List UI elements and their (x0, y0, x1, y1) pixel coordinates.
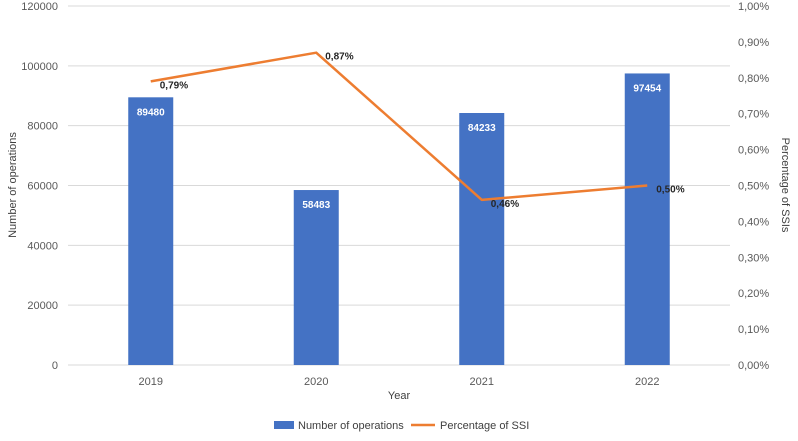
bar-series (128, 73, 670, 365)
y2-tick-label: 0,20% (738, 288, 769, 300)
x-axis-title: Year (388, 390, 411, 402)
x-axis-ticks: 2019 2020 2021 2022 (139, 376, 660, 388)
bar (459, 113, 505, 365)
line-series (150, 51, 648, 202)
legend-label-operations: Number of operations (298, 420, 404, 432)
bar (293, 190, 339, 365)
legend-swatch-bar (274, 421, 294, 429)
y2-tick-label: 0,90% (738, 37, 769, 49)
x-tick-label: 2021 (470, 376, 494, 388)
bar-value-label: 84233 (468, 123, 496, 134)
line-value-label: 0,87% (325, 52, 353, 63)
right-axis-ticks: 0,00% 0,10% 0,20% 0,30% 0,40% 0,50% 0,60% 0,70%… (738, 1, 769, 372)
line-value-label: 0,46% (491, 199, 519, 210)
y2-tick-label: 0,00% (738, 360, 769, 372)
y2-tick-label: 0,50% (738, 181, 769, 193)
y-axis-title: Number of operations (7, 132, 19, 238)
ssi-line (150, 51, 648, 202)
y2-tick-label: 1,00% (738, 1, 769, 13)
y2-axis-title: Percentage of SSIs (779, 138, 791, 233)
bar-value-label: 89480 (137, 107, 165, 118)
x-tick-label: 2020 (304, 376, 328, 388)
left-axis-ticks: 0 20000 40000 60000 80000 100000 120000 (21, 1, 58, 372)
y-tick-label: 20000 (27, 300, 58, 312)
y2-tick-label: 0,80% (738, 73, 769, 85)
y-tick-label: 80000 (27, 121, 58, 133)
y2-tick-label: 0,10% (738, 324, 769, 336)
bar (624, 73, 670, 365)
bar-value-label: 58483 (302, 200, 330, 211)
legend-label-ssi: Percentage of SSI (440, 420, 529, 432)
data-labels: 89480 58483 84233 97454 0,79% 0,87% 0,46% 0,50% (137, 52, 685, 211)
line-value-label: 0,79% (160, 80, 188, 91)
legend: Number of operations Percentage of SSI (274, 420, 529, 432)
bar (128, 97, 174, 365)
bar-value-label: 97454 (633, 83, 661, 94)
x-tick-label: 2022 (635, 376, 659, 388)
line-value-label: 0,50% (656, 185, 684, 196)
x-tick-label: 2019 (139, 376, 163, 388)
y-tick-label: 40000 (27, 240, 58, 252)
y-tick-label: 0 (52, 360, 58, 372)
y-tick-label: 60000 (27, 181, 58, 193)
y2-tick-label: 0,40% (738, 216, 769, 228)
y2-tick-label: 0,70% (738, 109, 769, 121)
y-tick-label: 100000 (21, 61, 58, 73)
y2-tick-label: 0,60% (738, 145, 769, 157)
y-tick-label: 120000 (21, 1, 58, 13)
y2-tick-label: 0,30% (738, 252, 769, 264)
